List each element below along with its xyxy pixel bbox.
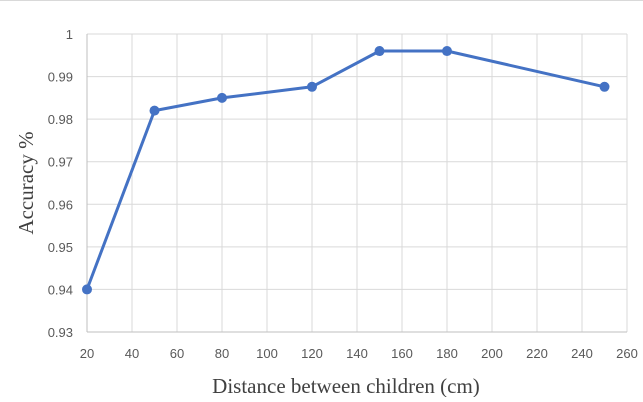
y-tick-label: 0.93 (48, 325, 73, 340)
y-axis-label: Accuracy % (14, 131, 38, 234)
data-point (599, 81, 610, 92)
y-tick-label: 0.95 (48, 240, 73, 255)
data-point (442, 46, 452, 57)
x-tick-label: 160 (391, 346, 413, 361)
data-point (149, 105, 160, 116)
data-point (374, 46, 385, 57)
data-point (217, 92, 227, 103)
data-point (82, 284, 92, 295)
grid-lines (87, 33, 628, 332)
x-tick-labels: 20 40 60 80 100 120 140 160 180 200 220 240 260 (80, 346, 638, 361)
x-tick-label: 60 (170, 346, 184, 361)
x-tick-label: 140 (346, 346, 368, 361)
y-tick-label: 1 (66, 27, 73, 42)
x-tick-label: 20 (80, 346, 94, 361)
y-tick-label: 0.94 (48, 282, 73, 297)
x-tick-label: 80 (215, 346, 229, 361)
y-tick-label: 0.99 (48, 70, 73, 85)
x-tick-label: 40 (125, 346, 139, 361)
y-tick-label: 0.97 (48, 155, 73, 170)
x-tick-label: 200 (481, 346, 503, 361)
y-tick-label: 0.96 (48, 197, 73, 212)
y-tick-label: 0.98 (48, 112, 73, 127)
x-tick-label: 120 (301, 346, 323, 361)
y-tick-labels: 0.93 0.94 0.95 0.96 0.97 0.98 0.99 1 (48, 27, 73, 340)
x-tick-label: 220 (526, 346, 548, 361)
x-tick-label: 240 (571, 346, 593, 361)
x-axis-label: Distance between children (cm) (212, 374, 480, 397)
x-tick-label: 180 (436, 346, 458, 361)
x-tick-label: 260 (616, 346, 638, 361)
series (82, 46, 610, 295)
axes (86, 34, 627, 333)
data-point (307, 81, 317, 92)
series-line (85, 49, 606, 291)
x-tick-label: 100 (256, 346, 278, 361)
